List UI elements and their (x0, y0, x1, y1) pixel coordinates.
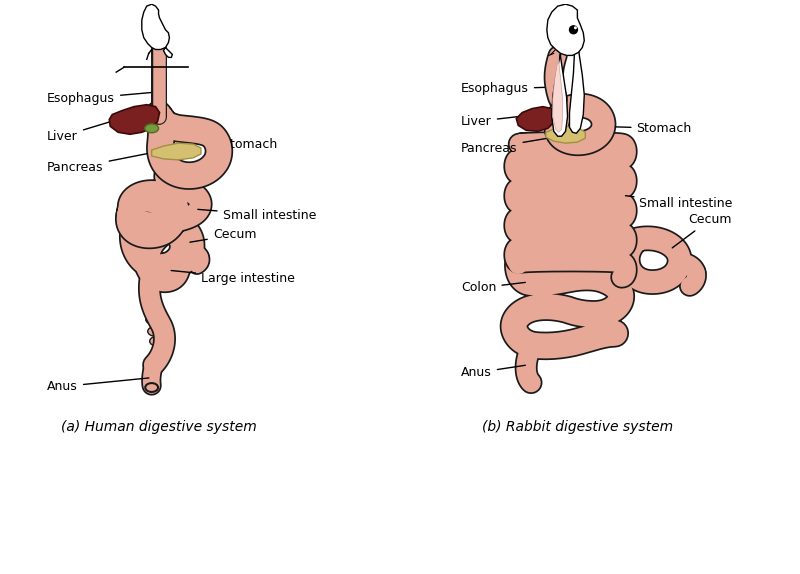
Ellipse shape (150, 336, 166, 346)
Ellipse shape (144, 279, 159, 289)
Ellipse shape (146, 315, 162, 324)
Text: Stomach: Stomach (210, 138, 278, 150)
Text: Large intestine: Large intestine (171, 270, 295, 285)
Polygon shape (547, 4, 584, 56)
Text: (a) Human digestive system: (a) Human digestive system (61, 420, 257, 434)
Text: Colon: Colon (461, 281, 526, 294)
Text: Pancreas: Pancreas (47, 150, 162, 174)
Text: Small intestine: Small intestine (198, 208, 316, 222)
Text: Anus: Anus (461, 365, 526, 379)
Text: Cecum: Cecum (672, 214, 731, 248)
Ellipse shape (144, 302, 159, 312)
Text: Esophagus: Esophagus (461, 83, 555, 95)
Text: Esophagus: Esophagus (47, 92, 156, 105)
Text: Anus: Anus (47, 378, 149, 393)
Text: (b) Rabbit digestive system: (b) Rabbit digestive system (482, 420, 673, 434)
Circle shape (570, 26, 578, 34)
Polygon shape (546, 126, 586, 143)
Text: Pancreas: Pancreas (461, 137, 557, 154)
Polygon shape (516, 107, 556, 131)
Ellipse shape (144, 291, 159, 301)
Text: Cecum: Cecum (190, 228, 256, 242)
Ellipse shape (145, 124, 158, 133)
Ellipse shape (146, 383, 158, 392)
Polygon shape (110, 104, 159, 134)
Polygon shape (152, 143, 201, 160)
Text: Stomach: Stomach (602, 122, 692, 135)
Text: Liver: Liver (461, 115, 534, 128)
Polygon shape (570, 40, 584, 133)
Polygon shape (163, 48, 172, 57)
Ellipse shape (148, 327, 163, 336)
Text: Liver: Liver (47, 115, 131, 143)
Polygon shape (142, 4, 170, 49)
Text: Small intestine: Small intestine (626, 196, 733, 210)
Polygon shape (553, 48, 562, 132)
Circle shape (574, 26, 577, 29)
Polygon shape (552, 42, 567, 136)
